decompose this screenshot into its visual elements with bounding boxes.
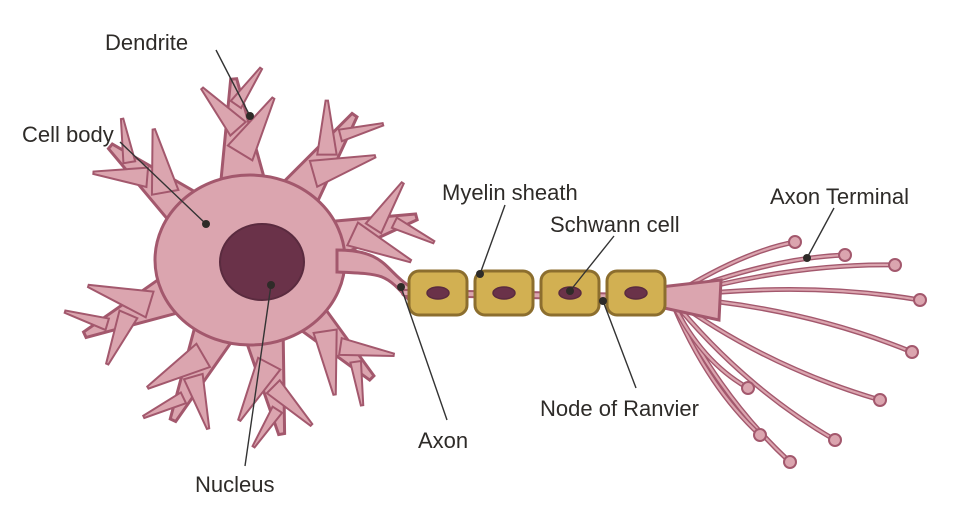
label-axon: Axon	[418, 428, 468, 454]
neuron-diagram: Dendrite Cell body Nucleus Axon Myelin s…	[0, 0, 960, 522]
label-nucleus: Nucleus	[195, 472, 274, 498]
label-myelin-sheath: Myelin sheath	[442, 180, 578, 206]
neuron-svg	[0, 0, 960, 522]
label-axon-terminal: Axon Terminal	[770, 184, 909, 210]
label-dendrite: Dendrite	[105, 30, 188, 56]
label-cell-body: Cell body	[22, 122, 114, 148]
label-schwann-cell: Schwann cell	[550, 212, 680, 238]
label-node-ranvier: Node of Ranvier	[540, 396, 699, 422]
